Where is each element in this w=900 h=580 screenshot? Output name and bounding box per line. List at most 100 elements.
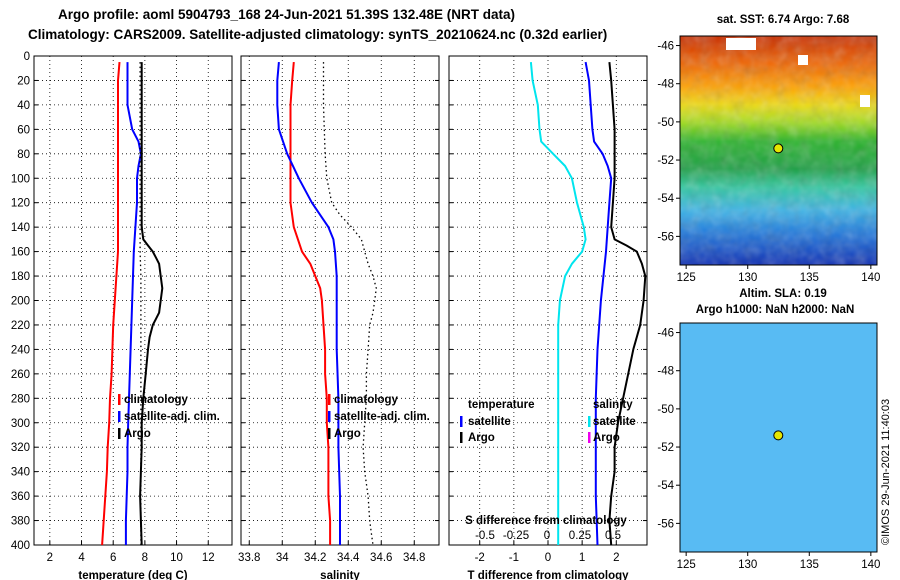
x-tick-label: 1 bbox=[579, 552, 585, 564]
x-tick-label: 34.6 bbox=[370, 552, 392, 564]
x-tick-label: 34.4 bbox=[337, 552, 360, 564]
lat-tick-label: -56 bbox=[657, 231, 674, 243]
x-tick-label: 0 bbox=[545, 552, 551, 564]
legend-swatch bbox=[118, 394, 121, 405]
series-line-argo-diff bbox=[608, 62, 647, 546]
depth-tick-label: 80 bbox=[17, 149, 30, 161]
depth-tick-label: 240 bbox=[11, 344, 30, 356]
lat-tick-label: -54 bbox=[657, 480, 674, 492]
x-tick-label: 34 bbox=[276, 552, 289, 564]
lat-tick-label: -56 bbox=[657, 518, 674, 530]
lon-tick-label: 130 bbox=[738, 559, 757, 571]
lat-tick-label: -46 bbox=[657, 328, 674, 340]
sst-missing-data-patch bbox=[798, 55, 808, 65]
depth-tick-label: 400 bbox=[11, 540, 30, 552]
x-axis-label: salinity bbox=[320, 570, 360, 580]
legend-label: satellite bbox=[593, 416, 636, 428]
series-line-satellite-temperature-diff bbox=[529, 62, 587, 545]
salinity-panel: 33.8 34 34.2 34.4 34.6 34.8 salinity climatolog… bbox=[238, 55, 440, 580]
sla-map-axes: -46 -48 -50 -52 -54 -56 125 130 135 140 bbox=[657, 328, 880, 571]
legend-swatch bbox=[328, 411, 331, 422]
lat-tick-label: -52 bbox=[657, 155, 674, 167]
x-tick-label: 34.8 bbox=[403, 552, 425, 564]
argo-location-marker bbox=[773, 430, 784, 441]
series-line-climatology bbox=[289, 62, 332, 545]
legend-label: climatology bbox=[124, 394, 189, 406]
salinity-difference-tick-label: -0.5 bbox=[475, 530, 495, 542]
depth-tick-label: 320 bbox=[11, 442, 30, 454]
legend-swatch bbox=[460, 432, 463, 443]
lon-tick-label: 125 bbox=[677, 559, 696, 571]
depth-tick-label: 160 bbox=[11, 247, 30, 259]
legend-title-salinity: salinity bbox=[593, 399, 633, 411]
x-tick-label: 33.8 bbox=[238, 552, 260, 564]
depth-tick-label: 20 bbox=[17, 75, 30, 87]
depth-tick-label: 140 bbox=[11, 222, 30, 234]
x-tick-label: 4 bbox=[78, 552, 85, 564]
legend-label: satellite-adj. clim. bbox=[124, 411, 220, 423]
series-line-satellite-adj-clim- bbox=[124, 62, 142, 545]
sst-missing-data-patch bbox=[860, 95, 870, 107]
legend-swatch bbox=[460, 416, 463, 427]
lon-tick-label: 140 bbox=[861, 559, 880, 571]
depth-tick-label: 0 bbox=[24, 51, 30, 63]
x-tick-label: 34.2 bbox=[304, 552, 326, 564]
lat-tick-label: -46 bbox=[657, 41, 674, 53]
x-tick-label: 6 bbox=[110, 552, 116, 564]
x-tick-label: 2 bbox=[613, 552, 619, 564]
depth-tick-label: 120 bbox=[11, 198, 30, 210]
depth-tick-label: 220 bbox=[11, 320, 30, 332]
legend-label: Argo bbox=[593, 432, 620, 444]
sla-map: Altim. SLA: 0.19 Argo h1000: NaN h2000: … bbox=[657, 288, 880, 571]
legend-label: Argo bbox=[334, 428, 361, 440]
legend-label: satellite bbox=[468, 416, 511, 428]
sst-map-title: sat. SST: 6.74 Argo: 7.68 bbox=[717, 14, 850, 26]
depth-axis-labels: 0 20 40 60 80 100 120 140 160 180 200 220 240 260 280 3… bbox=[11, 51, 30, 552]
legend-title-temperature: temperature bbox=[468, 399, 534, 411]
salinity-difference-tick-label: 0.25 bbox=[569, 530, 591, 542]
x-tick-label: 10 bbox=[170, 552, 183, 564]
sst-map-axes: -46 -48 -50 -52 -54 -56 125 130 135 140 bbox=[657, 41, 880, 284]
legend-label: Argo bbox=[124, 428, 151, 440]
lat-tick-label: -48 bbox=[657, 366, 674, 378]
series-line-climatology bbox=[101, 62, 121, 546]
legend-label: Argo bbox=[468, 432, 495, 444]
legend-swatch bbox=[588, 416, 591, 427]
lon-tick-label: 135 bbox=[800, 559, 819, 571]
depth-tick-label: 180 bbox=[11, 271, 30, 283]
x-tick-label: 12 bbox=[202, 552, 215, 564]
lat-tick-label: -50 bbox=[657, 117, 674, 129]
series-line-satellite-salinity-diff bbox=[584, 61, 613, 546]
lat-tick-label: -50 bbox=[657, 404, 674, 416]
depth-tick-label: 260 bbox=[11, 369, 30, 381]
difference-panel: -2 -1 0 1 2 T difference from climatology temp… bbox=[448, 55, 648, 580]
series-line-argo bbox=[322, 62, 377, 546]
sst-map-frame bbox=[679, 35, 878, 266]
depth-tick-label: 300 bbox=[11, 418, 30, 430]
lon-tick-label: 130 bbox=[738, 272, 757, 284]
argo-location-marker bbox=[773, 143, 784, 154]
x-tick-label: 2 bbox=[47, 552, 53, 564]
salinity-difference-axis-label: S difference from climatology bbox=[465, 515, 627, 527]
x-tick-label: 8 bbox=[142, 552, 148, 564]
legend-swatch bbox=[588, 432, 591, 443]
depth-tick-label: 340 bbox=[11, 467, 30, 479]
legend-swatch bbox=[118, 428, 121, 439]
imos-stamp: ©IMOS 29-Jun-2021 11:40:03 bbox=[880, 399, 892, 545]
legend-swatch bbox=[328, 428, 331, 439]
x-axis-label: temperature (deg C) bbox=[78, 570, 187, 580]
lon-tick-label: 135 bbox=[800, 272, 819, 284]
series-line-satellite-adj-clim- bbox=[276, 62, 341, 545]
lat-tick-label: -48 bbox=[657, 79, 674, 91]
depth-tick-label: 200 bbox=[11, 296, 30, 308]
legend-label: climatology bbox=[334, 394, 399, 406]
depth-tick-label: 40 bbox=[17, 100, 30, 112]
x-tick-label: -1 bbox=[509, 552, 519, 564]
depth-tick-label: 60 bbox=[17, 124, 30, 136]
x-axis-label: T difference from climatology bbox=[467, 570, 629, 580]
salinity-difference-tick-label: 0 bbox=[544, 530, 550, 542]
depth-tick-label: 380 bbox=[11, 516, 30, 528]
x-tick-label: -2 bbox=[475, 552, 485, 564]
header-line-2: Climatology: CARS2009. Satellite-adjuste… bbox=[28, 27, 607, 42]
